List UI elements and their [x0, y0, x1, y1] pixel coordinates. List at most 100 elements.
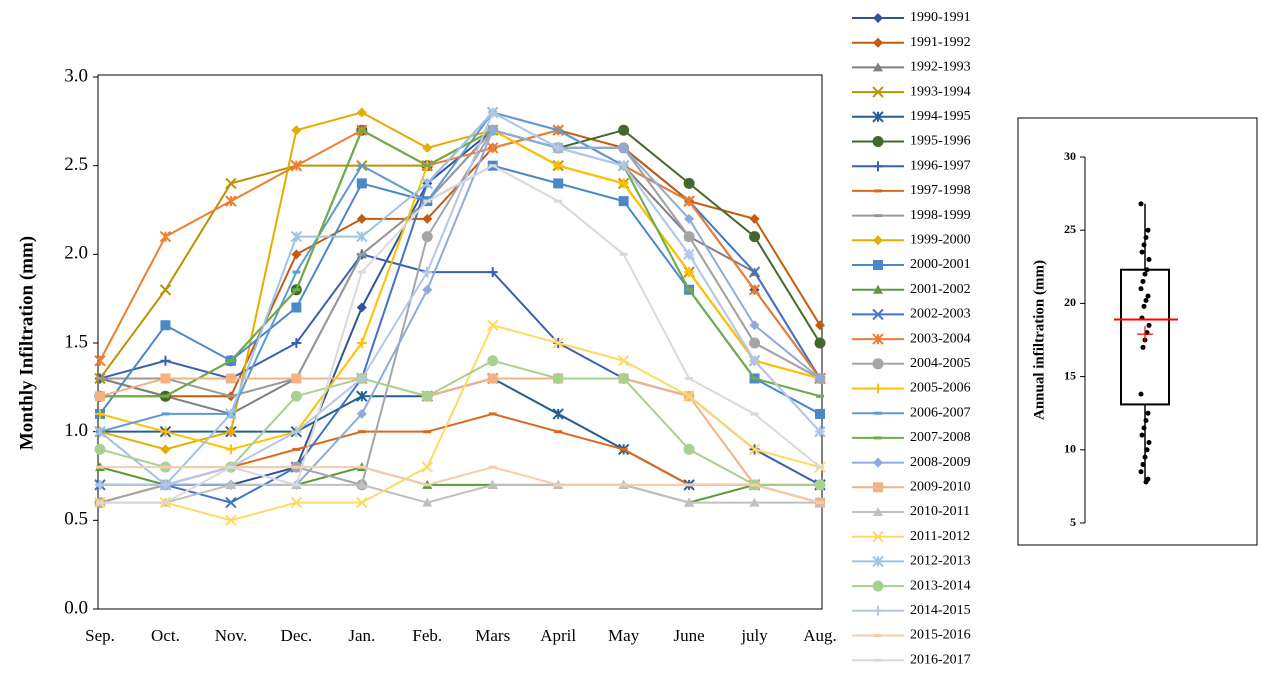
marker	[749, 231, 761, 243]
x-tick-label: Jan.	[348, 626, 375, 645]
legend-label: 1991-1992	[910, 35, 971, 50]
marker	[423, 483, 432, 487]
marker	[872, 111, 884, 123]
x-tick-label: June	[674, 626, 705, 645]
series-line	[100, 466, 821, 504]
y-tick-label: 1.5	[64, 331, 88, 352]
marker	[552, 408, 564, 420]
series-line	[100, 483, 820, 504]
marker	[356, 373, 367, 384]
marker	[488, 465, 497, 469]
marker	[749, 355, 760, 366]
marker	[356, 479, 367, 489]
marker	[872, 136, 884, 147]
marker	[226, 394, 235, 398]
marker	[619, 483, 628, 487]
y-tick-label: 15	[1064, 368, 1076, 382]
marker	[225, 426, 236, 437]
legend-label: 2012-2013	[910, 554, 971, 569]
series-line	[99, 111, 821, 487]
legend-label: 1992-1993	[910, 60, 971, 75]
marker	[748, 266, 761, 278]
marker	[421, 231, 433, 243]
y-tick-label: 2.0	[64, 243, 88, 264]
legend-label: 1995-1996	[910, 134, 971, 149]
marker	[357, 128, 366, 132]
marker	[873, 482, 883, 493]
marker	[422, 213, 433, 224]
point	[1141, 242, 1147, 248]
marker	[873, 383, 883, 394]
marker	[291, 302, 302, 313]
marker	[160, 355, 171, 366]
marker	[749, 320, 760, 331]
marker	[749, 337, 761, 349]
plot-frame	[97, 74, 823, 610]
series-line	[100, 129, 821, 398]
marker	[356, 408, 367, 419]
marker	[872, 358, 884, 370]
marker	[487, 125, 498, 136]
y-tick-label: 2.5	[64, 154, 88, 175]
marker	[749, 497, 760, 507]
marker	[356, 230, 368, 243]
marker	[872, 308, 884, 321]
series-line	[100, 128, 821, 398]
x-tick-label: Oct.	[151, 626, 180, 645]
x-tick-label: Nov.	[215, 626, 247, 645]
marker	[290, 390, 302, 402]
legend-label: 2014-2015	[910, 603, 971, 618]
marker	[422, 497, 433, 507]
marker	[160, 444, 171, 455]
series	[95, 107, 825, 490]
marker	[423, 199, 432, 203]
marker	[422, 267, 433, 278]
marker	[225, 496, 237, 509]
point	[1140, 344, 1146, 350]
marker	[356, 496, 368, 509]
marker	[226, 359, 235, 363]
y-tick-label: 10	[1064, 442, 1076, 456]
point	[1145, 293, 1151, 299]
point	[1141, 303, 1147, 309]
marker	[160, 426, 171, 437]
marker	[619, 252, 628, 256]
marker	[290, 159, 303, 172]
marker	[618, 372, 630, 384]
legend-label: 1996-1997	[910, 158, 971, 173]
point	[1143, 297, 1149, 303]
marker	[873, 605, 883, 616]
legend-label: 1998-1999	[910, 208, 971, 223]
series-line	[99, 111, 821, 451]
marker	[226, 465, 235, 469]
marker	[618, 160, 629, 171]
marker	[873, 161, 883, 172]
marker	[873, 457, 883, 468]
marker	[750, 483, 759, 487]
marker	[553, 160, 564, 171]
point	[1141, 425, 1147, 431]
marker	[618, 196, 629, 207]
marker	[554, 483, 563, 487]
marker	[685, 288, 694, 292]
marker	[874, 411, 882, 415]
legend-label: 2005-2006	[910, 381, 971, 396]
legend-label: 2000-2001	[910, 257, 971, 272]
marker	[684, 267, 695, 278]
marker	[292, 465, 301, 469]
marker	[873, 260, 883, 270]
marker	[292, 483, 301, 487]
series-line	[99, 253, 821, 486]
marker	[554, 199, 563, 203]
legend-label: 2004-2005	[910, 356, 971, 371]
marker	[292, 447, 301, 451]
point	[1144, 267, 1150, 273]
legend-label: 2007-2008	[910, 430, 971, 445]
x-tick-label: Feb.	[412, 626, 442, 645]
marker	[619, 447, 628, 451]
y-tick-label: 20	[1064, 295, 1076, 309]
series	[95, 125, 825, 455]
marker	[225, 479, 236, 489]
marker	[748, 443, 761, 456]
